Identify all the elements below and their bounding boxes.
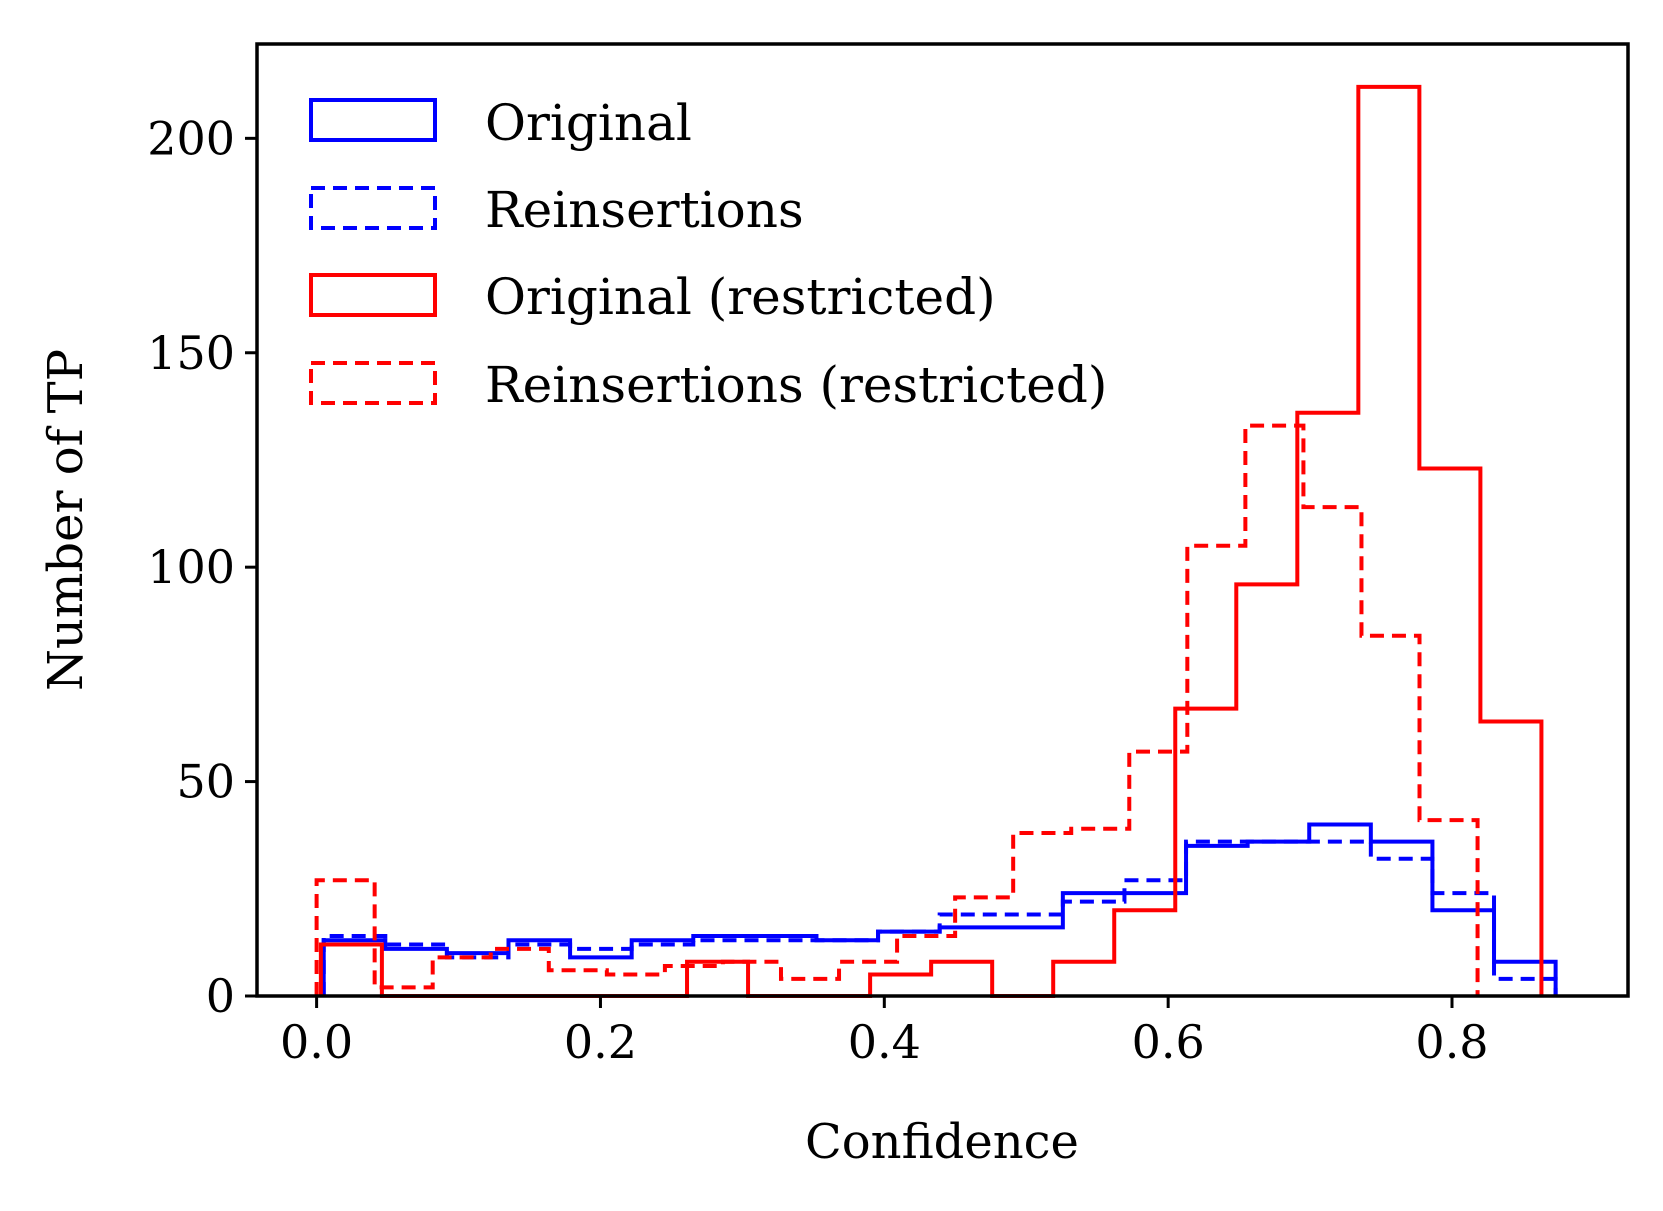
legend-swatch-original-restricted	[309, 273, 437, 317]
legend-swatch-original	[309, 98, 437, 142]
x-axis-ticks: 0.0 0.2 0.4 0.6 0.8	[280, 996, 1489, 1069]
x-tick-label: 0.8	[1415, 1015, 1488, 1069]
y-tick-label: 0	[206, 969, 235, 1023]
y-axis-title: Number of TP	[38, 349, 94, 691]
y-tick-label: 200	[147, 111, 235, 165]
legend-item-original-restricted: Original (restricted)	[309, 268, 996, 326]
legend-item-reinsertions-restricted: Reinsertions (restricted)	[309, 356, 1107, 414]
y-tick-label: 50	[176, 755, 235, 809]
legend-label-original: Original	[485, 94, 692, 152]
x-tick-label: 0.2	[564, 1015, 637, 1069]
x-tick-label: 0.6	[1132, 1015, 1205, 1069]
plot-frame	[255, 42, 1630, 998]
legend-label-reinsertions: Reinsertions	[485, 181, 804, 239]
x-axis-title: Confidence	[805, 1114, 1079, 1170]
legend-item-original: Original	[309, 94, 692, 152]
series-line-reinsertions	[321, 839, 1558, 996]
y-axis-ticks: 0 50 100 150 200	[147, 111, 257, 1023]
x-tick-label: 0.4	[848, 1015, 921, 1069]
legend-item-reinsertions: Reinsertions	[309, 181, 804, 239]
y-tick-label: 100	[147, 540, 235, 594]
y-tick-label: 150	[147, 326, 235, 380]
legend-label-reinsertions-restricted: Reinsertions (restricted)	[485, 356, 1107, 414]
legend-swatch-reinsertions-restricted	[309, 361, 437, 405]
series-line-reinsertions-restricted	[314, 423, 1480, 996]
x-tick-label: 0.0	[280, 1015, 353, 1069]
legend-swatch-reinsertions	[309, 186, 437, 230]
legend: Original Reinsertions Original (restrict…	[309, 94, 1107, 414]
legend-label-original-restricted: Original (restricted)	[485, 268, 996, 326]
